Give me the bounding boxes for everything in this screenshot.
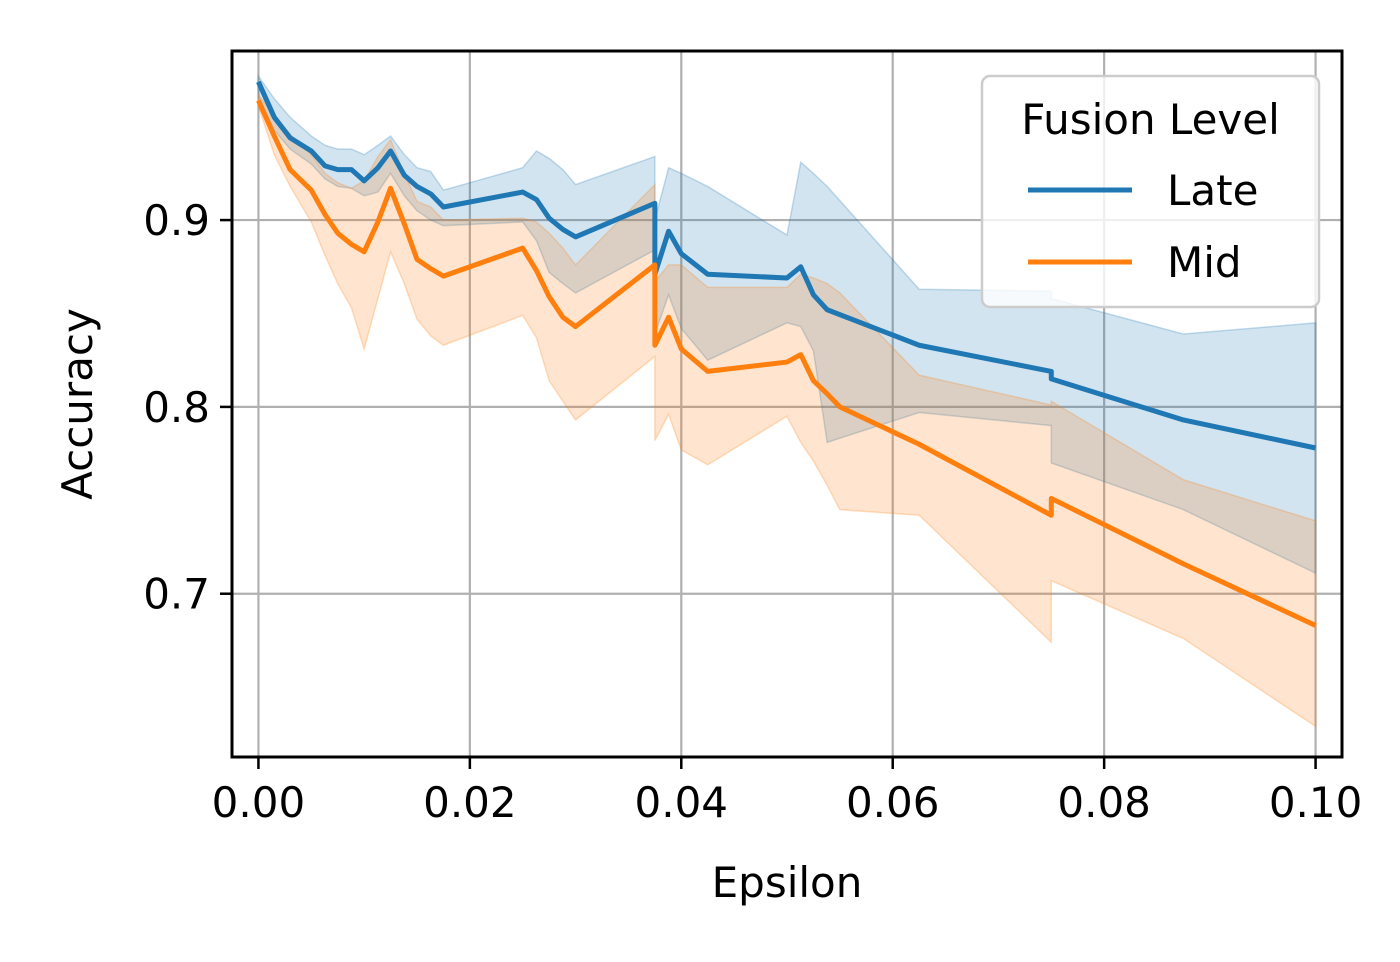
legend-label-late: Late bbox=[1167, 166, 1258, 215]
y-tick-label: 0.8 bbox=[143, 383, 210, 432]
legend-title: Fusion Level bbox=[1021, 95, 1280, 144]
x-tick-label: 0.00 bbox=[212, 778, 306, 827]
series-line-late bbox=[256, 80, 1317, 451]
y-axis-ticks: 0.7 0.8 0.9 bbox=[143, 196, 232, 619]
legend-label-mid: Mid bbox=[1167, 238, 1242, 287]
x-tick-label: 0.10 bbox=[1269, 778, 1363, 827]
y-tick-label: 0.9 bbox=[143, 196, 210, 245]
x-tick-label: 0.08 bbox=[1057, 778, 1151, 827]
x-axis-label: Epsilon bbox=[712, 858, 863, 907]
series-lines bbox=[256, 80, 1317, 628]
x-tick-label: 0.02 bbox=[423, 778, 517, 827]
y-axis-label: Accuracy bbox=[53, 308, 102, 500]
band-late bbox=[257, 73, 1317, 575]
x-tick-label: 0.06 bbox=[846, 778, 940, 827]
y-tick-label: 0.7 bbox=[143, 570, 210, 619]
x-axis-ticks: 0.00 0.02 0.04 0.06 0.08 0.10 bbox=[212, 757, 1363, 827]
legend: Fusion Level Late Mid bbox=[980, 74, 1321, 309]
legend-box bbox=[980, 74, 1321, 309]
legend-items: Late Mid bbox=[1028, 166, 1258, 287]
plot-frame bbox=[230, 49, 1344, 759]
series-line-mid bbox=[256, 99, 1317, 628]
x-tick-label: 0.04 bbox=[635, 778, 729, 827]
